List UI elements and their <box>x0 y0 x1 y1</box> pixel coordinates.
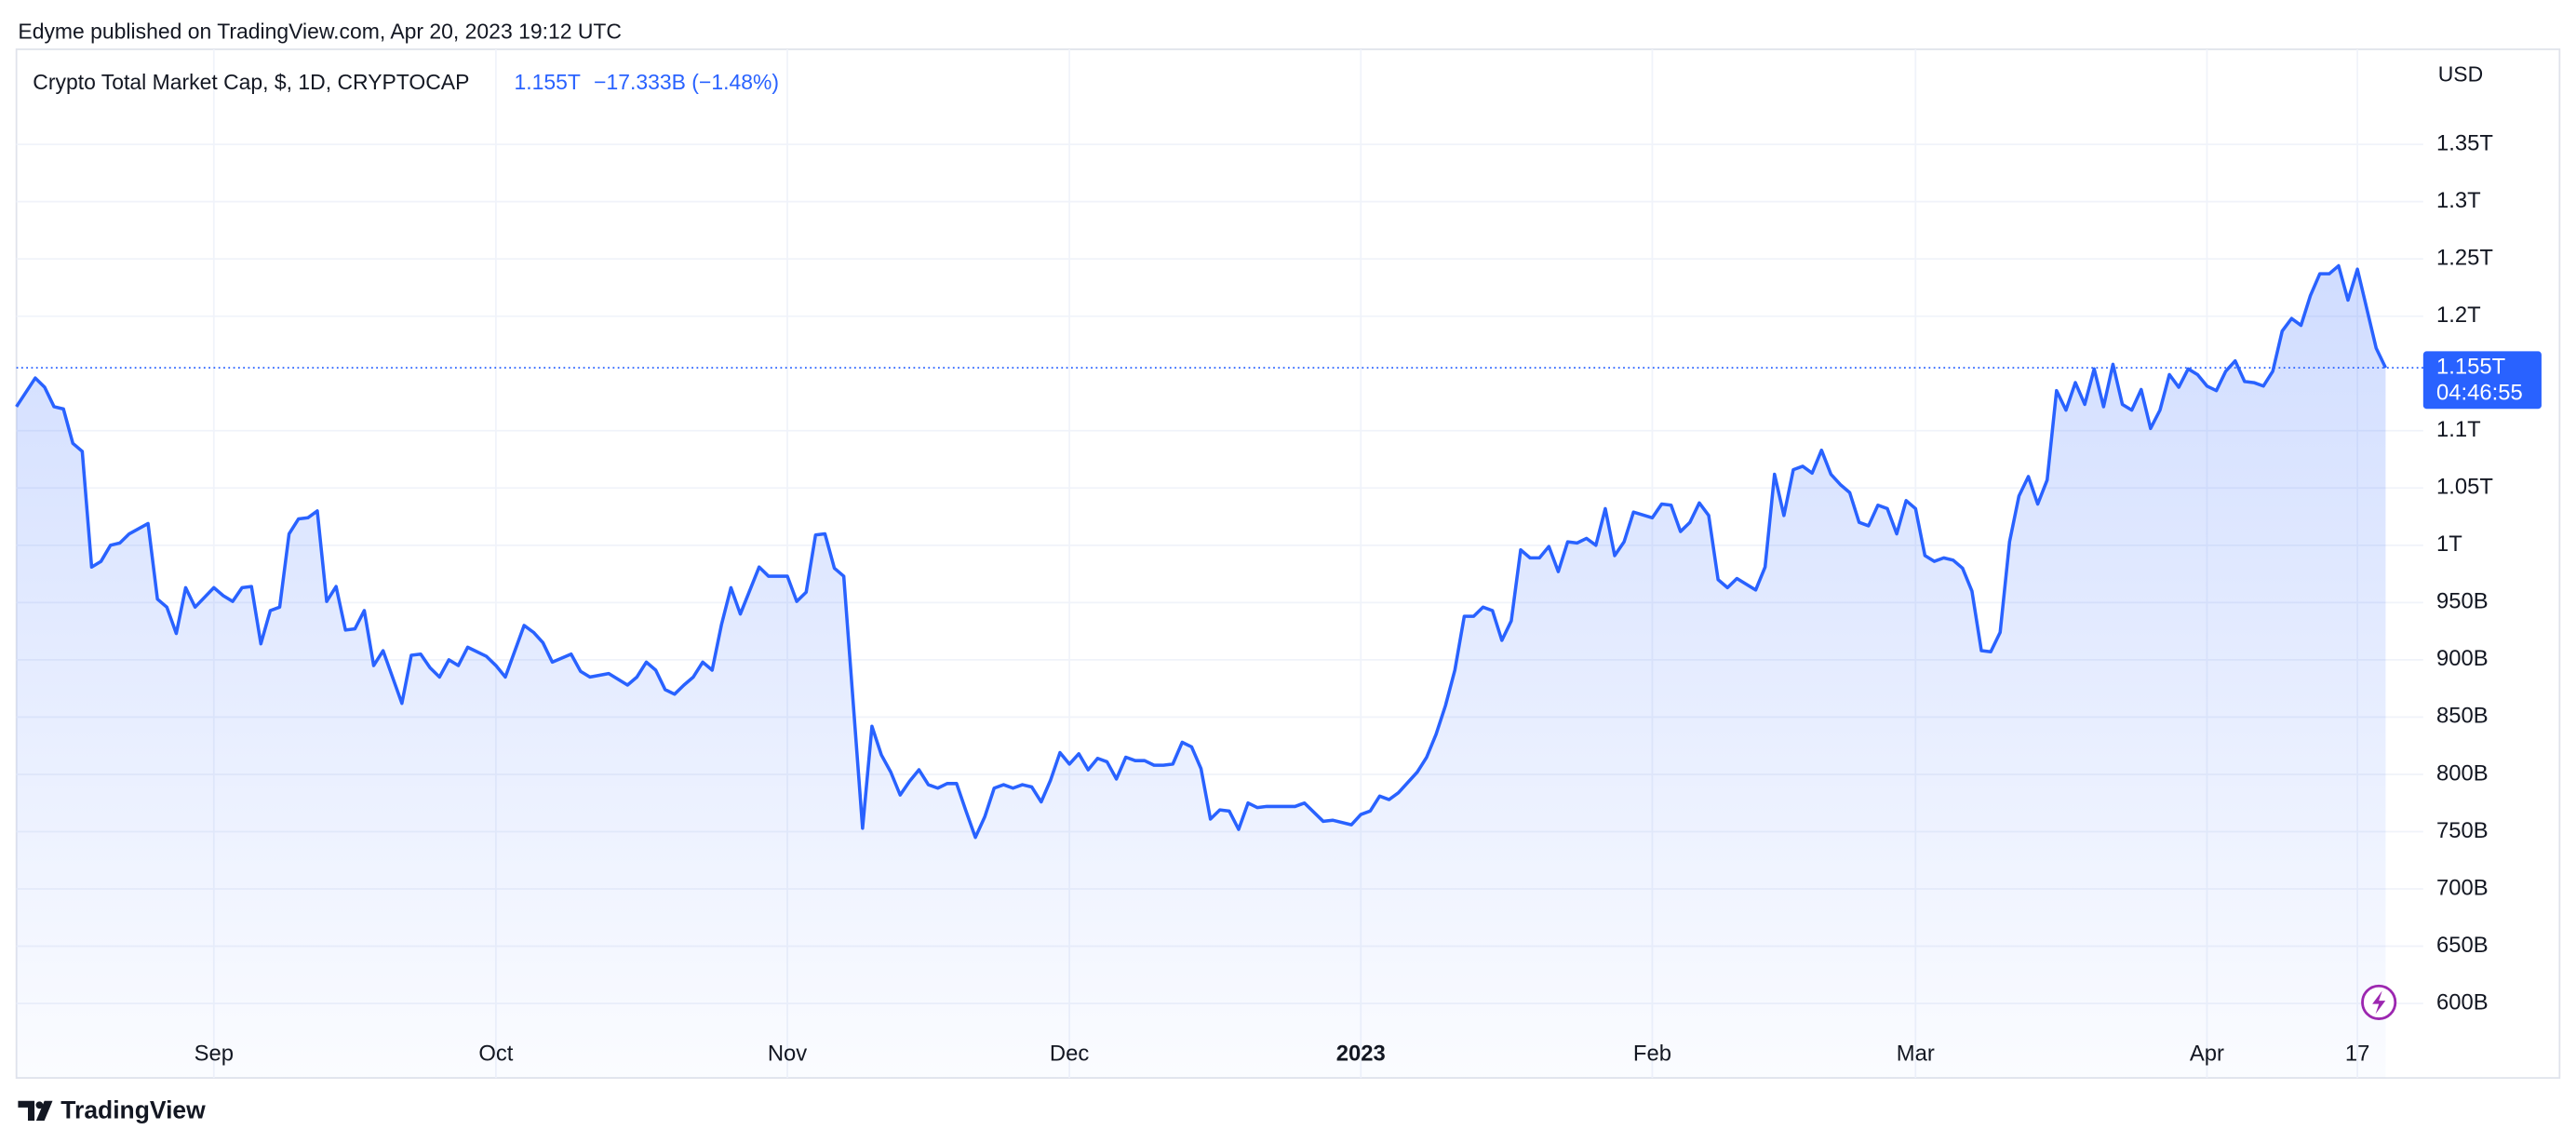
logo-mark-dot[interactable] <box>35 1101 44 1109</box>
countdown-label: 04:46:55 <box>2436 381 2523 406</box>
currency-label[interactable]: USD <box>2438 61 2483 86</box>
y-tick-label: 1.05T <box>2436 475 2493 500</box>
y-tick-label: 1T <box>2436 531 2462 557</box>
y-tick-label: 850B <box>2436 704 2489 729</box>
x-tick-label: 2023 <box>1336 1042 1386 1067</box>
y-tick-label: 1.3T <box>2436 188 2481 213</box>
legend-last-value: 1.155T <box>515 70 581 94</box>
logo-mark-t[interactable] <box>18 1100 35 1121</box>
y-tick-label: 750B <box>2436 818 2489 843</box>
brand-name[interactable]: TradingView <box>60 1096 206 1123</box>
y-tick-label: 800B <box>2436 760 2489 786</box>
published-line: Edyme published on TradingView.com, Apr … <box>18 19 622 43</box>
legend-change: −17.333B (−1.48%) <box>594 70 779 94</box>
lightning-button[interactable] <box>2361 984 2397 1020</box>
x-tick-label: Sep <box>195 1042 234 1067</box>
plot <box>15 263 2423 1079</box>
x-tick-label: Mar <box>1897 1042 1935 1067</box>
tradingview-logo[interactable]: TradingView <box>18 1096 206 1123</box>
x-tick-label: 17 <box>2345 1042 2370 1067</box>
y-tick-label: 900B <box>2436 646 2489 671</box>
x-tick-label: Nov <box>768 1042 807 1067</box>
y-tick-label: 700B <box>2436 875 2489 900</box>
y-tick-label: 1.2T <box>2436 303 2481 328</box>
lightning-icon[interactable] <box>2372 990 2386 1015</box>
x-tick-label: Apr <box>2190 1042 2224 1067</box>
y-tick-label: 1.25T <box>2436 245 2493 270</box>
x-tick-label: Feb <box>1633 1042 1671 1067</box>
y-tick-label: 600B <box>2436 989 2489 1015</box>
y-tick-label: 1.1T <box>2436 417 2481 442</box>
axes: 600B 650B 700B 750B 800B 850B 900B 950B 1T 1.05T 1… <box>195 130 2542 1067</box>
logo-mark-v[interactable] <box>35 1100 53 1121</box>
area <box>16 265 2386 1079</box>
y-tick-label: 950B <box>2436 589 2489 614</box>
y-tick-label: 650B <box>2436 933 2489 958</box>
last-price-label: 1.155T <box>2436 354 2506 379</box>
price-line <box>15 263 2388 840</box>
y-tick-label: 1.35T <box>2436 130 2493 155</box>
chart-title: Crypto Total Market Cap, $, 1D, CRYPTOCA… <box>33 70 469 94</box>
x-tick-label: Oct <box>478 1042 513 1067</box>
x-tick-label: Dec <box>1050 1042 1089 1067</box>
last-price-badge <box>2422 351 2542 410</box>
